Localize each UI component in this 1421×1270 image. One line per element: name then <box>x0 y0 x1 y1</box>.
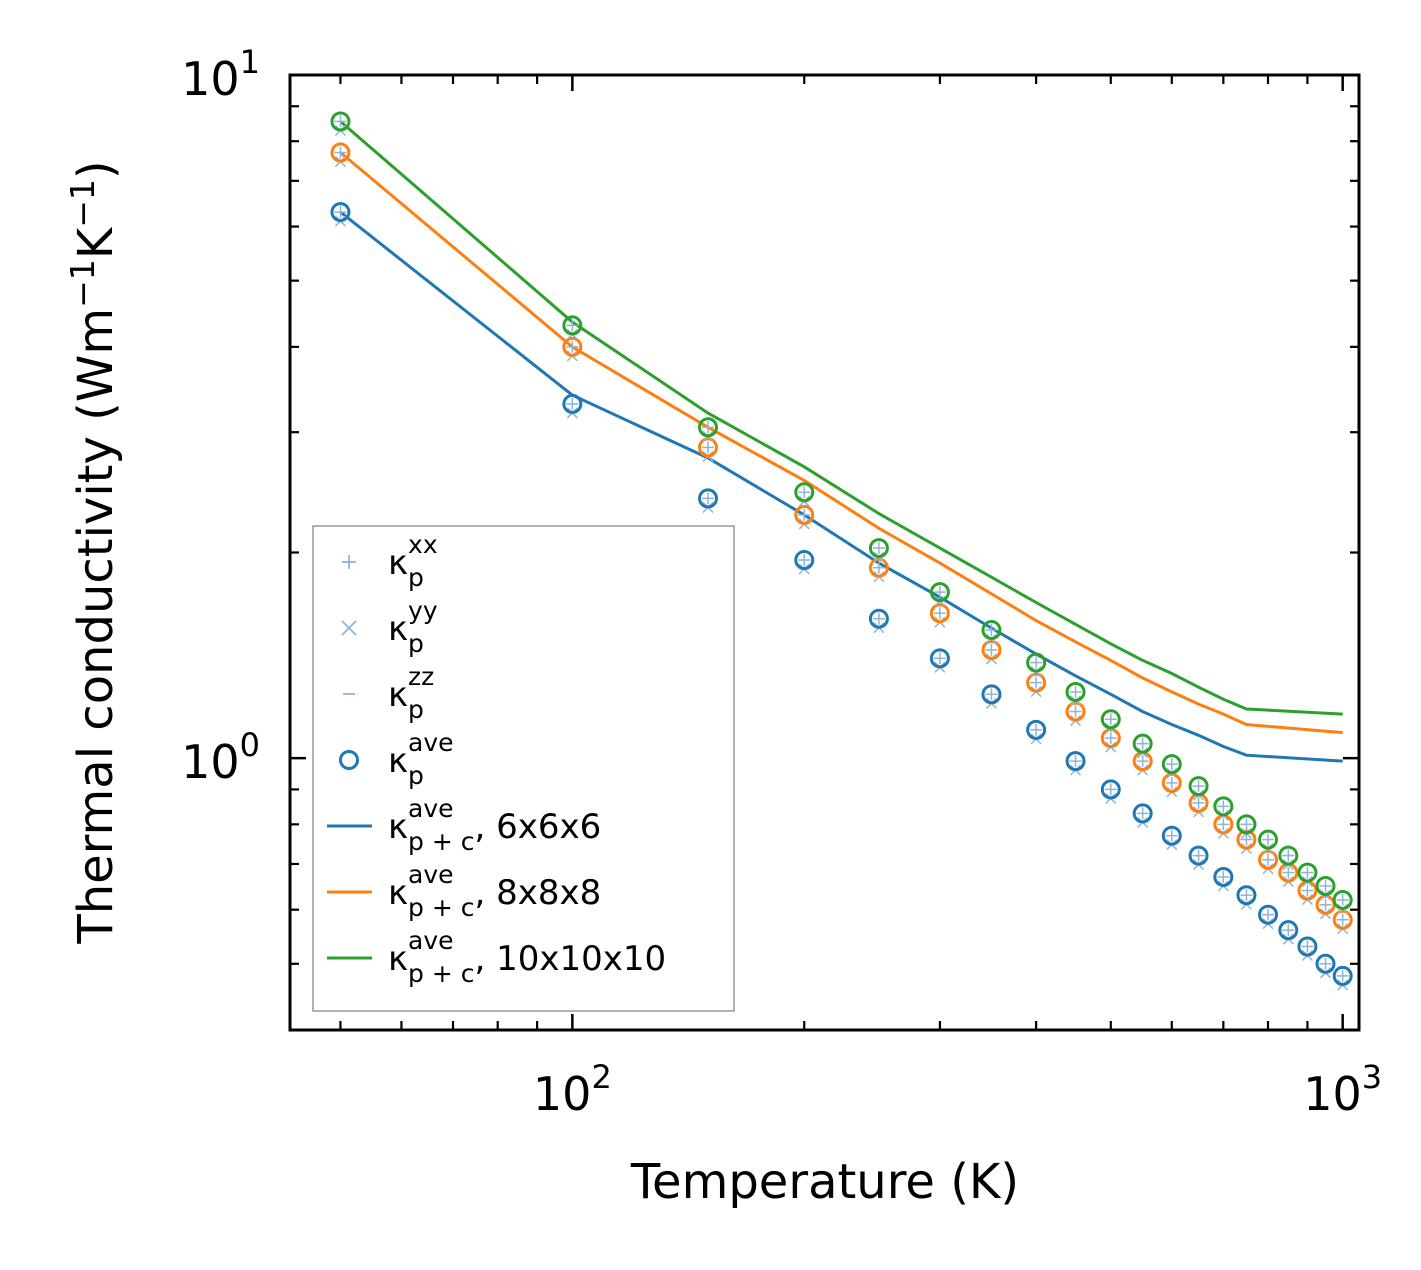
data-point-6x6x6 <box>1100 779 1121 804</box>
legend-label: κave p <box>388 728 454 790</box>
data-point-10x10x10 <box>1132 733 1153 759</box>
x-axis-title: Temperature (K) <box>630 1154 1019 1210</box>
data-point-8x8x8 <box>929 603 950 628</box>
legend-label: κave p + c, 8x8x8 <box>388 860 601 922</box>
data-point-6x6x6 <box>697 488 718 513</box>
x-tick-label: 103 <box>1303 1058 1382 1121</box>
data-point-10x10x10 <box>868 538 889 563</box>
data-point-10x10x10 <box>1065 681 1086 707</box>
legend-label: κyy p <box>388 596 438 658</box>
data-point-6x6x6 <box>981 684 1002 709</box>
data-point-8x8x8 <box>794 504 815 530</box>
data-point-10x10x10 <box>794 482 815 507</box>
data-point-10x10x10 <box>1188 776 1209 801</box>
data-point-8x8x8 <box>1332 909 1353 935</box>
data-point-8x8x8 <box>868 557 889 583</box>
data-point-8x8x8 <box>330 142 351 168</box>
legend-entry: κave p + c, 10x10x10 <box>327 926 666 988</box>
data-point-6x6x6 <box>1132 803 1153 828</box>
y-tick-label: 100 <box>181 726 260 789</box>
line-series-8x8x8 <box>339 151 1343 735</box>
data-point-10x10x10 <box>562 315 583 340</box>
legend-entry: κzz p <box>343 662 434 724</box>
data-point-6x6x6 <box>562 393 583 419</box>
legend-entry: κave p + c, 6x6x6 <box>327 794 601 856</box>
series-points <box>330 111 1353 991</box>
data-point-6x6x6 <box>1332 965 1353 991</box>
data-point-10x10x10 <box>1258 829 1279 855</box>
legend-entry: κave p <box>339 728 454 790</box>
line-series-10x10x10 <box>339 120 1343 716</box>
data-point-6x6x6 <box>794 550 815 575</box>
x-tick-label: 102 <box>533 1058 612 1121</box>
data-point-10x10x10 <box>1213 796 1234 821</box>
legend-box <box>312 525 735 1012</box>
data-point-10x10x10 <box>1161 754 1182 779</box>
data-point-10x10x10 <box>1026 652 1047 678</box>
data-point-6x6x6 <box>1188 845 1209 871</box>
data-point-10x10x10 <box>981 620 1002 645</box>
plot-frame <box>288 73 1361 1032</box>
data-point-10x10x10 <box>929 582 950 607</box>
line-series-6x6x6 <box>339 210 1343 763</box>
legend-entry: κyy p <box>341 596 438 658</box>
data-point-6x6x6 <box>1297 936 1318 962</box>
data-point-8x8x8 <box>981 639 1002 665</box>
data-point-6x6x6 <box>1213 866 1234 892</box>
data-point-6x6x6 <box>929 648 950 673</box>
data-point-10x10x10 <box>330 111 351 137</box>
data-point-10x10x10 <box>1100 709 1121 734</box>
data-point-10x10x10 <box>1297 862 1318 888</box>
legend-label: κave p + c, 10x10x10 <box>388 926 666 988</box>
y-axis-title: Thermal conductivity (Wm−1K−1) <box>63 160 124 944</box>
data-point-6x6x6 <box>1236 885 1257 910</box>
legend-entry: κxx p <box>342 530 438 592</box>
data-point-6x6x6 <box>1258 904 1279 930</box>
data-point-10x10x10 <box>1332 889 1353 915</box>
tick-labels: 102 103 100 101 <box>181 43 1382 1121</box>
data-point-8x8x8 <box>1100 728 1121 753</box>
data-point-8x8x8 <box>697 437 718 462</box>
data-point-10x10x10 <box>697 417 718 442</box>
data-point-6x6x6 <box>1278 920 1299 945</box>
data-point-10x10x10 <box>1315 875 1336 901</box>
data-point-6x6x6 <box>330 202 351 227</box>
legend-label: κxx p <box>388 530 438 592</box>
data-point-8x8x8 <box>1161 772 1182 798</box>
data-point-8x8x8 <box>1258 849 1279 875</box>
data-point-6x6x6 <box>1026 719 1047 745</box>
data-point-6x6x6 <box>1315 953 1336 979</box>
data-point-8x8x8 <box>1236 829 1257 855</box>
data-point-8x8x8 <box>1065 701 1086 727</box>
legend-label: κave p + c, 6x6x6 <box>388 794 601 856</box>
data-point-6x6x6 <box>1065 751 1086 776</box>
series-lines <box>339 120 1343 763</box>
data-point-10x10x10 <box>1278 845 1299 871</box>
y-tick-label: 101 <box>181 43 260 106</box>
data-point-8x8x8 <box>1026 672 1047 698</box>
data-point-6x6x6 <box>1161 825 1182 851</box>
data-point-10x10x10 <box>1236 814 1257 839</box>
legend-entry: κave p + c, 8x8x8 <box>327 860 601 922</box>
legend-label: κzz p <box>388 662 434 724</box>
data-point-6x6x6 <box>868 608 889 634</box>
data-point-8x8x8 <box>562 336 583 362</box>
